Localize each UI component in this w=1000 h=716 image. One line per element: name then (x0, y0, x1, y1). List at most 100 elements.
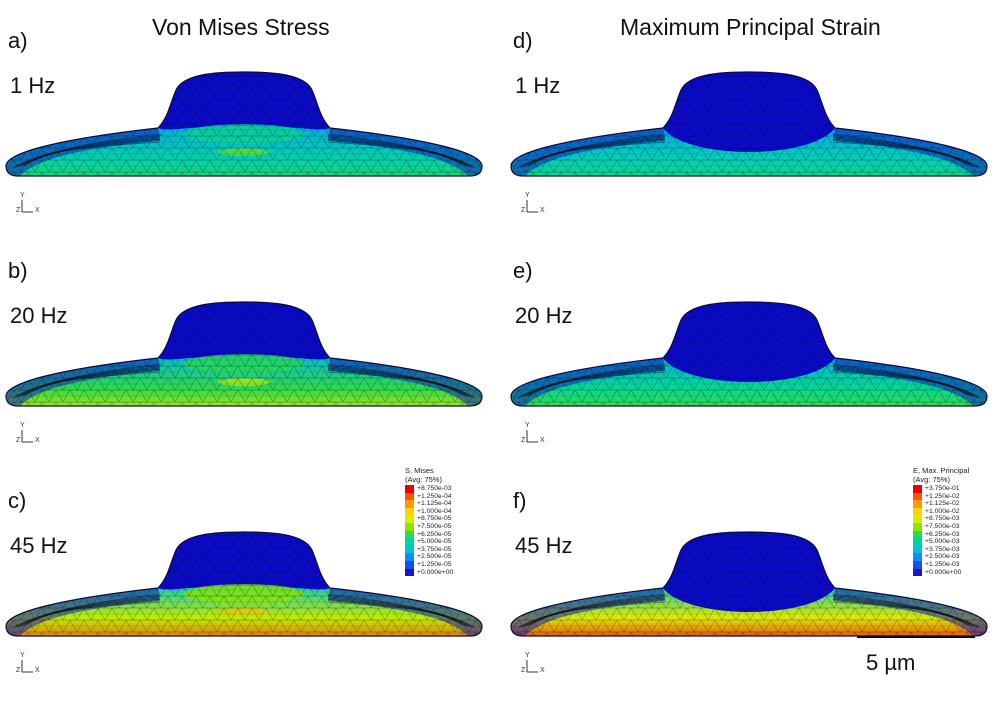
cell-contour-plot (5, 71, 483, 177)
legend-swatch (913, 485, 922, 493)
legend-row: +3.750e-05 (405, 545, 453, 554)
legend-swatch (405, 492, 414, 501)
cell-contour-plot (510, 531, 988, 637)
legend-value: +1.250e-03 (925, 560, 960, 568)
legend-rows: +8.750e-03 +1.250e-04 +1.125e-04 +1.000e-04… (405, 485, 454, 577)
axis-x-label: X (35, 667, 40, 674)
legend-row: +6.250e-03 (913, 530, 969, 539)
legend-row: +1.250e-03 (913, 560, 969, 569)
column-title-max-principal-strain: Maximum Principal Strain (620, 14, 881, 40)
legend-row: +3.750e-01 (913, 485, 969, 493)
legend-row: +1.250e-02 (913, 492, 969, 501)
legend-row: +1.000e-02 (913, 507, 969, 516)
legend-value: +7.500e-03 (925, 522, 960, 530)
axis-z-label: Z (521, 667, 526, 674)
legend-value: +3.750e-01 (925, 485, 960, 492)
legend-swatch (913, 568, 922, 577)
legend-subtitle: (Avg: 75%) (913, 475, 950, 484)
legend-value: +2.500e-05 (417, 553, 452, 561)
axis-triad-icon: Y X Z (16, 422, 46, 448)
legend-swatch (405, 538, 414, 546)
panel-d: d) 1 Hz Y X Z (505, 28, 1000, 256)
legend-row: +8.750e-05 (405, 515, 453, 523)
legend-row: +1.250e-05 (405, 560, 453, 569)
legend-title: S, Mises (405, 466, 434, 475)
panel-c: c) 45 Hz Y X Z (0, 488, 500, 716)
cell-outline (5, 531, 483, 637)
scale-bar-label: 5 µm (866, 650, 916, 675)
axis-triad-icon: Y X Z (521, 422, 551, 448)
legend-swatch (913, 500, 922, 508)
legend-row: +2.500e-05 (405, 553, 453, 561)
axis-y-label: Y (20, 192, 25, 199)
legend-row: +5.000e-05 (405, 538, 453, 546)
legend-row: +1.125e-04 (405, 500, 453, 508)
legend-value: +1.250e-05 (417, 560, 452, 568)
cell-outline (510, 301, 988, 407)
frequency-label: 45 Hz (10, 533, 68, 558)
legend-swatch (405, 553, 414, 561)
legend-value: +8.750e-03 (417, 485, 452, 492)
figure: Von Mises Stress Maximum Principal Strai… (0, 14, 1000, 675)
legend-value: +1.250e-02 (925, 492, 960, 500)
legend-value: +8.750e-05 (417, 515, 452, 523)
legend-rows: +3.750e-01 +1.250e-02 +1.125e-02 +1.000e-02… (913, 485, 969, 577)
legend-swatch (913, 515, 922, 523)
legend-swatch (913, 553, 922, 561)
legend-value: +1.250e-04 (417, 492, 452, 500)
cell-body (6, 72, 482, 176)
legend-row: +8.750e-03 (913, 515, 969, 523)
legend-value: +1.125e-04 (417, 500, 452, 508)
panel-a: a) 1 Hz Y X Z (0, 28, 500, 256)
column-title-von-mises: Von Mises Stress (152, 14, 330, 40)
legend-swatch (405, 507, 414, 516)
legend-value: +0.000e+00 (417, 568, 454, 576)
panel-f: f) 45 Hz Y X Z (505, 488, 1000, 716)
panel-letter: a) (8, 28, 28, 53)
frequency-label: 1 Hz (515, 73, 561, 98)
axis-x-label: X (540, 667, 545, 674)
legend-row: +1.000e-04 (405, 507, 453, 516)
legend-swatch (405, 545, 414, 554)
legend-swatch (405, 522, 414, 531)
cell-outline (5, 301, 483, 407)
axis-x-label: X (540, 207, 545, 214)
panel-b: b) 20 Hz Y X Z (0, 258, 500, 486)
cell-outline (5, 71, 483, 177)
cell-contour-plot (510, 301, 988, 407)
cell-contour-plot (5, 531, 483, 637)
legend-value: +1.125e-02 (925, 500, 960, 508)
axis-triad-icon: Y X Z (521, 192, 551, 218)
legend-row: +1.250e-04 (405, 492, 453, 501)
panel-letter: c) (8, 488, 27, 513)
panel-e: e) 20 Hz Y X Z (505, 258, 1000, 486)
axis-z-label: Z (16, 437, 21, 444)
cell-outline (510, 531, 988, 637)
legend-value: +5.000e-05 (417, 538, 452, 546)
panel-letter: f) (513, 488, 527, 513)
legend-value: +3.750e-05 (417, 545, 452, 553)
axis-triad-icon: Y X Z (16, 652, 46, 678)
frequency-label: 45 Hz (515, 533, 573, 558)
strain-legend: E, Max. Principal (Avg: 75%) +3.750e-01 +… (913, 466, 969, 577)
cell-contour-plot (5, 301, 483, 407)
axis-triad-icon: Y X Z (16, 192, 46, 218)
legend-row: +8.750e-03 (405, 485, 453, 493)
legend-row: +2.500e-03 (913, 553, 969, 561)
cell-contour-plot (510, 71, 988, 177)
axis-z-label: Z (16, 207, 21, 214)
axis-z-label: Z (521, 437, 526, 444)
legend-swatch (913, 545, 922, 554)
legend-value: +6.250e-03 (925, 530, 960, 538)
cell-body (511, 302, 987, 406)
frequency-label: 20 Hz (10, 303, 68, 328)
legend-row: +1.125e-02 (913, 500, 969, 508)
axis-x-label: X (35, 207, 40, 214)
legend-swatch (405, 568, 414, 577)
axis-x-label: X (540, 437, 545, 444)
legend-swatch (405, 530, 414, 539)
axis-y-label: Y (20, 652, 25, 659)
axis-y-label: Y (525, 652, 530, 659)
legend-row: +0.000e+00 (405, 568, 454, 577)
legend-subtitle: (Avg: 75%) (405, 475, 442, 484)
